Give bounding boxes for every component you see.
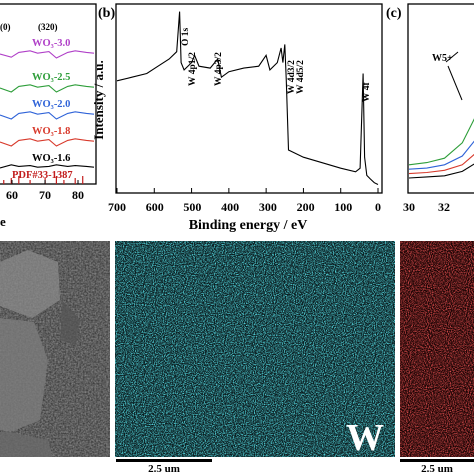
panel-a-frame [0,3,97,185]
scale-bar-2 [400,459,474,462]
panel-c-series-group [408,118,474,179]
scale-bars: 2.5 um 2.5 um [116,459,474,474]
panel-a-series-group [0,50,95,169]
panel-b-tick-600: 600 [146,200,164,214]
panel-b-xlabel: Binding energy / eV [189,218,308,233]
series-label-wo3-1.6: WO₃-1.6 [32,153,70,164]
panel-a-tick-70: 70 [39,188,51,202]
panel-c-letter: (c) [386,6,402,21]
series-label-wo3-3.0: WO₃-3.0 [32,38,70,49]
peak-label-w4p12: W 4p1/2 [188,52,198,86]
scale-bar-label-2: 2.5 um [421,463,453,474]
panel-b-tick-200: 200 [297,200,315,214]
pdf-label: PDF#33-1387 [12,170,73,181]
w-map-label: W [346,417,384,459]
panel-a-series-line [0,138,95,147]
panel-a: (0) (320) WO₃-3.0 WO₃-2.5 WO₃-2.0 WO₃-1.… [0,3,97,229]
peak-label-o1s: O 1s [181,27,191,46]
peak-label-w4f: W 4f [362,82,372,102]
panel-b-ylabel: Intensity / a.u. [91,60,106,139]
series-label-wo3-2.0: WO₃-2.0 [32,99,70,110]
scale-bar-1 [116,459,212,462]
panel-b-letter: (b) [98,6,115,21]
panel-c-series-line [408,118,474,166]
panel-b-tick-100: 100 [334,200,352,214]
panel-a-series-line [0,84,95,93]
panel-c-tick-32: 32 [438,200,450,214]
panel-c-series-line [408,163,474,179]
panel-b-tick-300: 300 [259,200,277,214]
panel-c-series-line [408,153,474,175]
panel-c-frame [407,3,474,194]
panel-c-annotation-w5: W5+ [432,53,453,64]
panel-a-tick-80: 80 [72,188,84,202]
panel-b-tick-400: 400 [221,200,239,214]
xps-survey-line [116,11,379,185]
panel-b-tick-700: 700 [108,200,126,214]
panel-a-x-ticks [11,180,79,184]
panel-a-series-line [0,50,95,59]
panel-a-series-line [0,164,95,169]
panel-c-series-line [408,140,474,170]
panel-b: (b) Intensity / a.u. O 1s W 4p1/2 W 4p3/… [91,3,383,233]
panel-c-annotation-arrow [447,65,463,101]
panel-b-frame [115,3,383,194]
o-elemental-map [400,241,474,457]
series-label-wo3-1.8: WO₃-1.8 [32,126,70,137]
panel-a-series-line [0,111,95,120]
panel-a-partial-axis-label: e [0,214,6,229]
sem-image [0,241,110,457]
panel-b-x-ticks [116,188,379,193]
peak-label-w4p32: W 4p3/2 [214,52,224,86]
panel-a-peak-label-0: (0) [0,22,11,32]
panel-b-tick-500: 500 [183,200,201,214]
series-label-wo3-2.5: WO₃-2.5 [32,72,70,83]
panel-c-tick-30: 30 [403,200,415,214]
peak-label-w4d32: W 4d3/2 [287,60,297,94]
panel-b-tick-0: 0 [375,200,381,214]
panel-a-tick-60: 60 [6,188,18,202]
panel-a-peak-label-320: (320) [38,22,58,32]
scale-bar-label-1: 2.5 um [148,463,180,474]
panel-c: (c) W5+ 30 32 [386,3,474,214]
w-elemental-map: W [115,241,395,459]
peak-label-w4d52: W 4d5/2 [296,60,306,94]
